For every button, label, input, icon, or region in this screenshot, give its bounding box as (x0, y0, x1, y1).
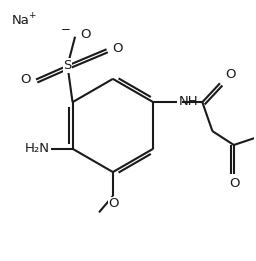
Text: O: O (226, 68, 236, 81)
Text: O: O (229, 177, 240, 190)
Text: NH: NH (179, 95, 199, 108)
Text: Na: Na (12, 14, 30, 27)
Text: O: O (81, 28, 91, 41)
Text: H₂N: H₂N (25, 142, 50, 155)
Text: −: − (61, 23, 70, 36)
Text: O: O (108, 197, 119, 210)
Text: O: O (20, 73, 30, 86)
Text: S: S (63, 59, 72, 72)
Text: +: + (28, 11, 36, 20)
Text: O: O (112, 41, 123, 55)
